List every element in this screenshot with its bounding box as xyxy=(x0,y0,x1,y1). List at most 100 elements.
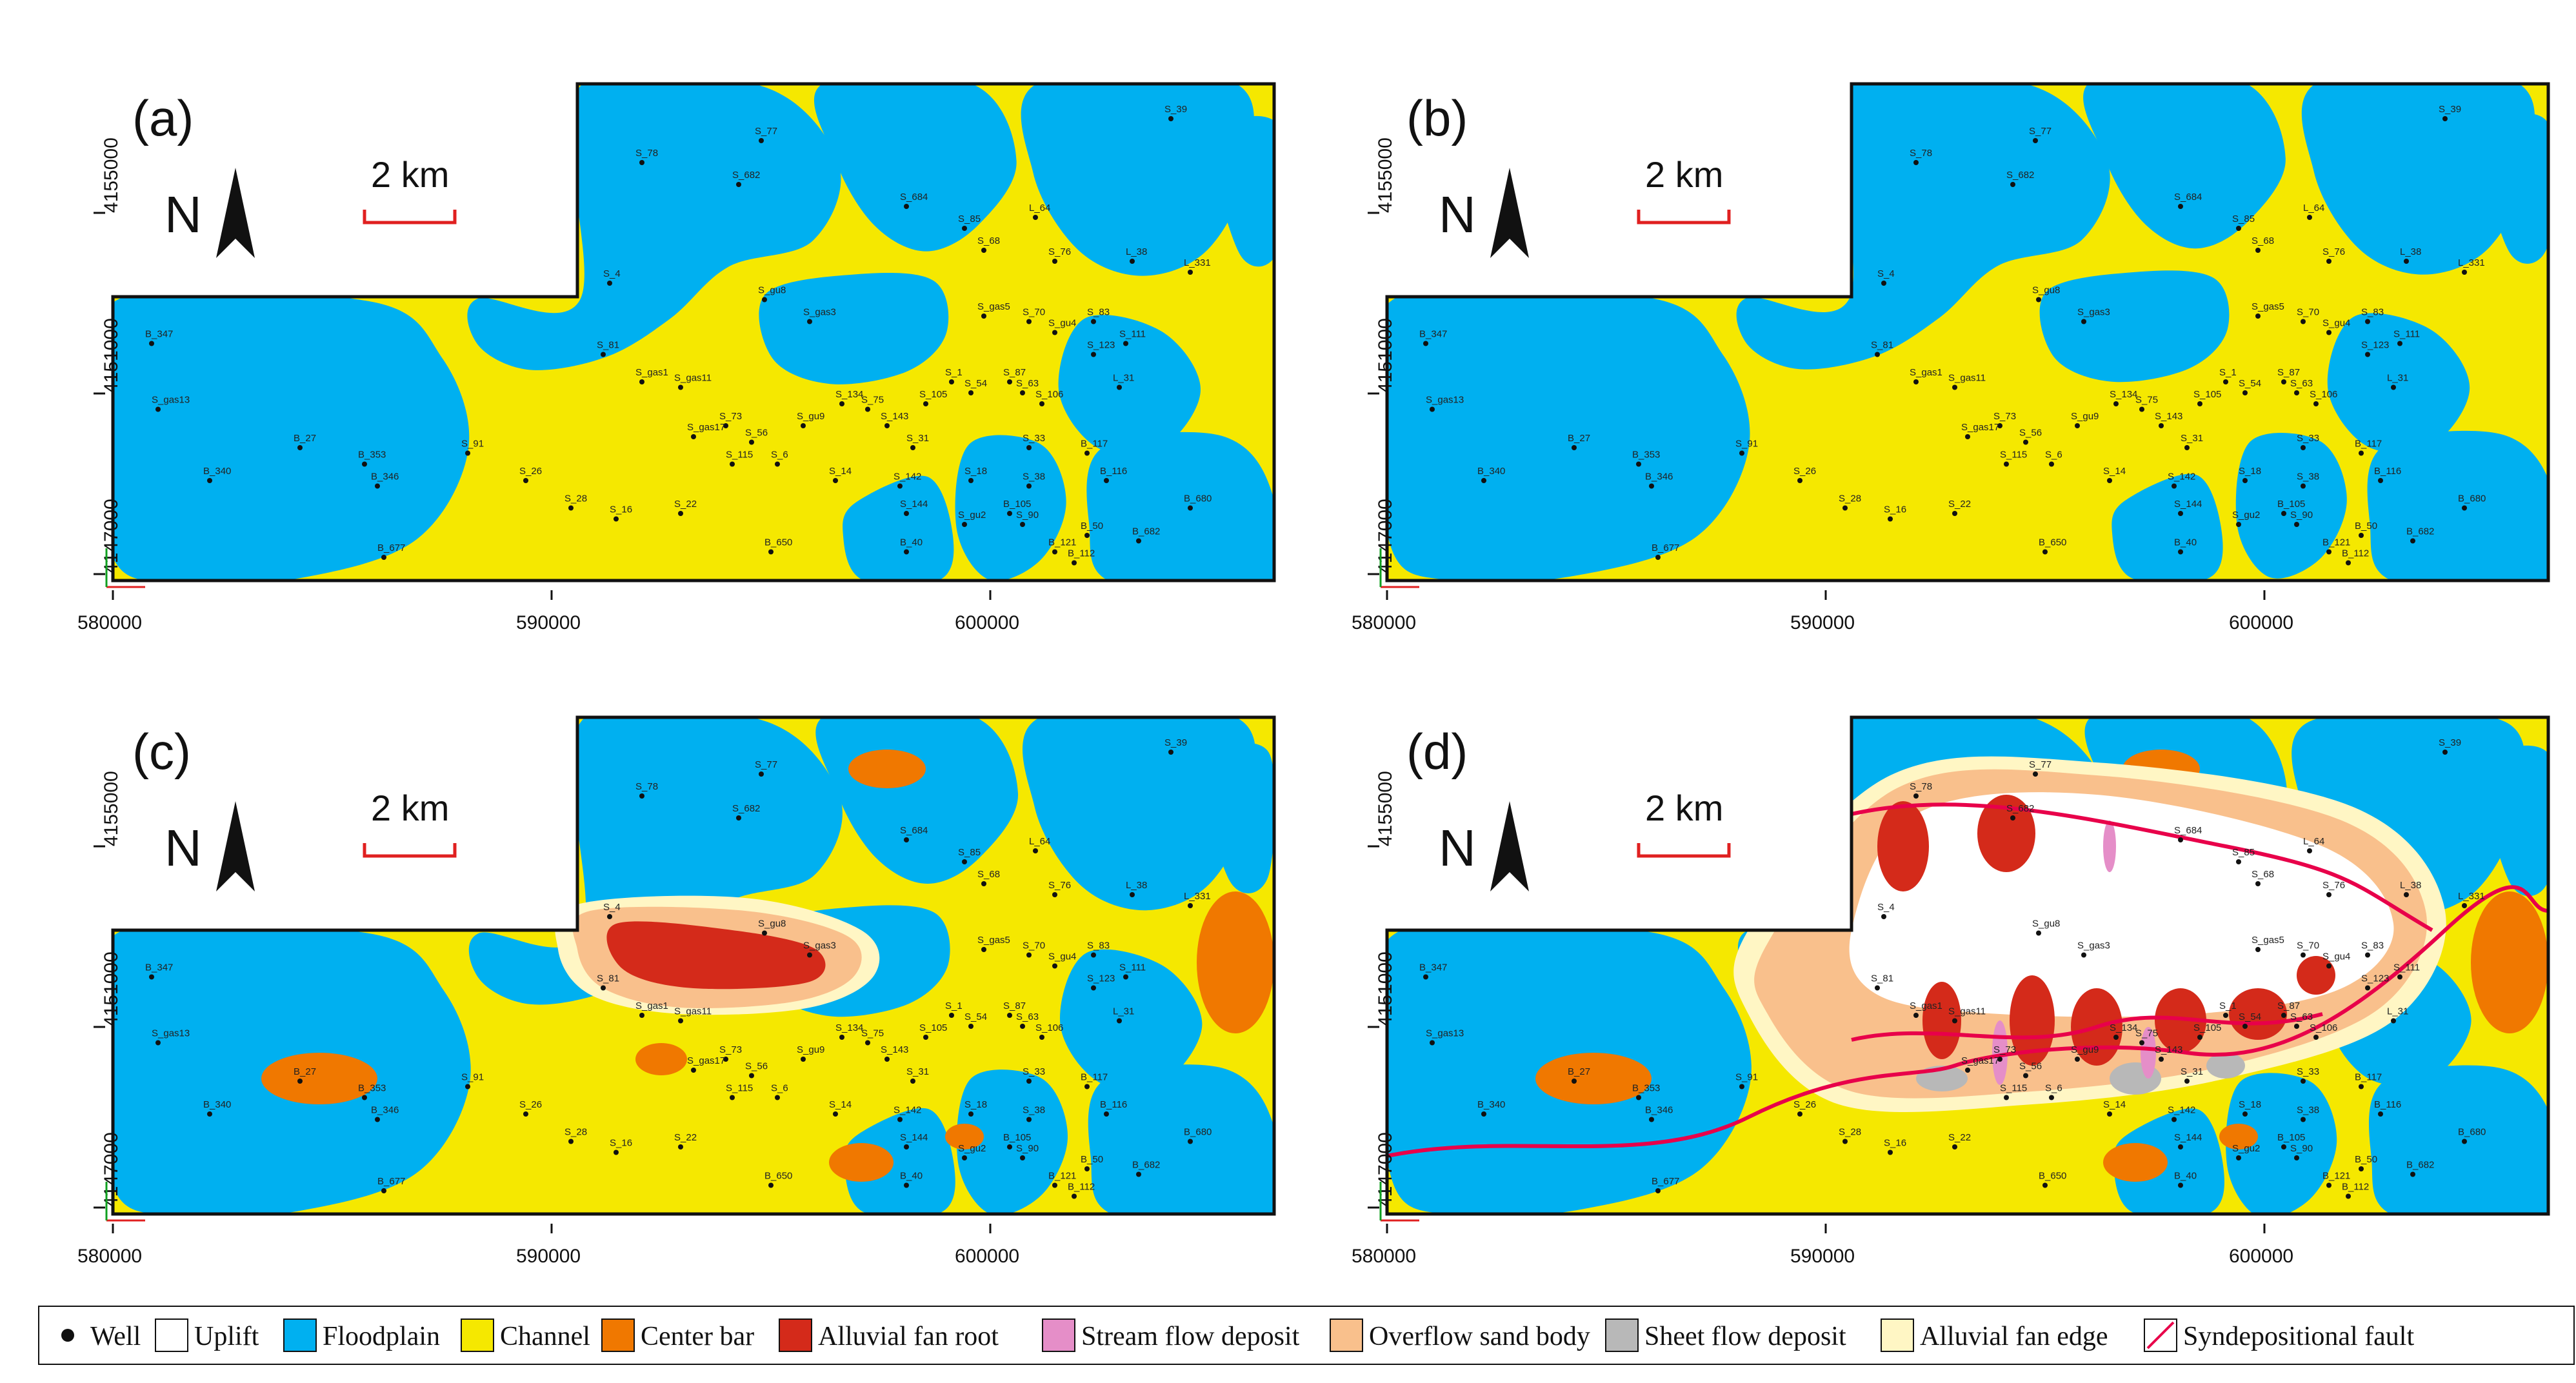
well-label: B_50 xyxy=(2355,521,2377,532)
legend-label: Syndepositional fault xyxy=(2183,1322,2414,1351)
x-tick-label: 590000 xyxy=(1790,612,1855,633)
well-marker xyxy=(1136,538,1141,544)
y-tick-label: 4155000 xyxy=(101,137,122,213)
well-marker xyxy=(2159,423,2164,428)
well-label: S_70 xyxy=(2297,307,2319,318)
well-marker xyxy=(2326,549,2331,555)
well-marker xyxy=(523,1111,528,1117)
well-label: S_73 xyxy=(1993,1044,2016,1055)
well-marker xyxy=(775,461,780,467)
well-marker xyxy=(1430,406,1435,412)
well-marker xyxy=(762,930,767,936)
well-label: L_31 xyxy=(2387,373,2408,384)
well-marker xyxy=(1117,384,1122,390)
well-label: B_50 xyxy=(1081,1154,1103,1165)
well-label: L_38 xyxy=(1126,246,1147,257)
well-marker xyxy=(207,478,212,483)
well-marker xyxy=(1636,461,1641,467)
x-tick-label: 600000 xyxy=(955,612,1019,633)
well-marker xyxy=(2462,505,2467,511)
alluvial-fan-root xyxy=(2297,956,2335,995)
well-label: B_121 xyxy=(2322,1171,2350,1182)
well-label: S_63 xyxy=(1016,378,1039,389)
well-marker xyxy=(2359,1084,2364,1089)
well-marker xyxy=(2004,461,2009,467)
well-label: S_56 xyxy=(745,1061,768,1072)
well-marker xyxy=(614,1149,619,1155)
well-label: B_117 xyxy=(1081,439,1108,450)
well-marker xyxy=(923,1035,928,1040)
well-label: B_677 xyxy=(377,1176,405,1187)
well-marker xyxy=(2307,215,2312,220)
well-marker xyxy=(1020,1024,1025,1029)
well-marker xyxy=(2049,1095,2054,1100)
well-label: B_340 xyxy=(203,466,231,477)
well-marker xyxy=(865,406,870,412)
stream-flow-deposit-swatch xyxy=(1042,1318,1075,1352)
well-label: S_123 xyxy=(2361,973,2389,984)
well-marker xyxy=(2313,1035,2319,1040)
well-marker xyxy=(904,511,909,516)
well-label: S_90 xyxy=(2290,510,2313,521)
well-marker xyxy=(968,390,973,395)
floodplain-swatch xyxy=(283,1318,317,1352)
well-marker xyxy=(2223,1013,2228,1018)
well-marker xyxy=(2242,1111,2248,1117)
well-label: S_682 xyxy=(732,803,760,814)
north-arrow-icon: N xyxy=(1439,168,1529,258)
panel-letter: (c) xyxy=(132,723,191,780)
well-label: S_33 xyxy=(1023,1066,1045,1077)
well-marker xyxy=(1117,1018,1122,1024)
well-label: S_gu2 xyxy=(2232,1143,2260,1154)
well-label: S_6 xyxy=(771,450,788,461)
well-label: S_4 xyxy=(1877,268,1895,279)
well-marker xyxy=(981,947,986,952)
well-label: S_16 xyxy=(1884,1138,1906,1149)
syndepositional-fault xyxy=(1851,802,2433,932)
panel-c: S_39 S_77 S_78 S_682 S_684 L_64 S_85 S_68 S_76 L_… xyxy=(77,715,1276,1267)
well-marker xyxy=(1649,483,1654,489)
floodplain-area xyxy=(814,84,1017,252)
well-label: B_121 xyxy=(1048,537,1076,548)
legend-item-well: Well xyxy=(61,1322,141,1351)
legend-label: Well xyxy=(90,1322,141,1351)
well-marker xyxy=(730,461,735,467)
x-tick-label: 580000 xyxy=(1352,612,1416,633)
well-label: S_gas11 xyxy=(1948,373,1986,384)
well-marker xyxy=(2113,1035,2119,1040)
well-marker xyxy=(2404,259,2409,264)
well-marker xyxy=(1636,1095,1641,1100)
well-marker xyxy=(2081,319,2086,324)
map-frame xyxy=(111,715,1276,1216)
north-arrow-icon: N xyxy=(1439,801,1529,891)
well-marker xyxy=(2023,439,2028,445)
well-marker xyxy=(904,1144,909,1149)
facies-map: S_39 S_77 S_78 S_682 S_684 L_64 S_85 S_68 S_76 L_… xyxy=(113,717,1274,1214)
well-marker xyxy=(1997,423,2002,428)
well-marker xyxy=(2010,182,2015,187)
well-marker xyxy=(1007,1144,1012,1149)
well-label: S_87 xyxy=(1003,1000,1026,1011)
well-label: B_27 xyxy=(294,1066,316,1077)
well-label: S_144 xyxy=(2174,499,2202,510)
well-marker xyxy=(1739,1084,1744,1089)
well-marker xyxy=(1888,1149,1893,1155)
well-label: B_116 xyxy=(2374,1099,2401,1110)
floodplain-area xyxy=(2112,473,2223,581)
legend-label: Alluvial fan edge xyxy=(1920,1322,2108,1351)
well-marker xyxy=(2033,138,2038,143)
well-marker xyxy=(2255,248,2261,253)
well-marker xyxy=(2178,1182,2183,1188)
well-label: S_143 xyxy=(2155,1044,2182,1055)
well-marker xyxy=(1084,1084,1090,1089)
x-tick-label: 590000 xyxy=(516,612,581,633)
well-label: S_gas11 xyxy=(674,373,712,384)
well-label: S_22 xyxy=(1948,1132,1971,1143)
well-marker xyxy=(2301,319,2306,324)
well-label: B_121 xyxy=(2322,537,2350,548)
well-marker xyxy=(1026,483,1032,489)
well-label: S_56 xyxy=(2019,428,2042,439)
well-marker xyxy=(607,914,612,919)
well-marker xyxy=(2301,1079,2306,1084)
